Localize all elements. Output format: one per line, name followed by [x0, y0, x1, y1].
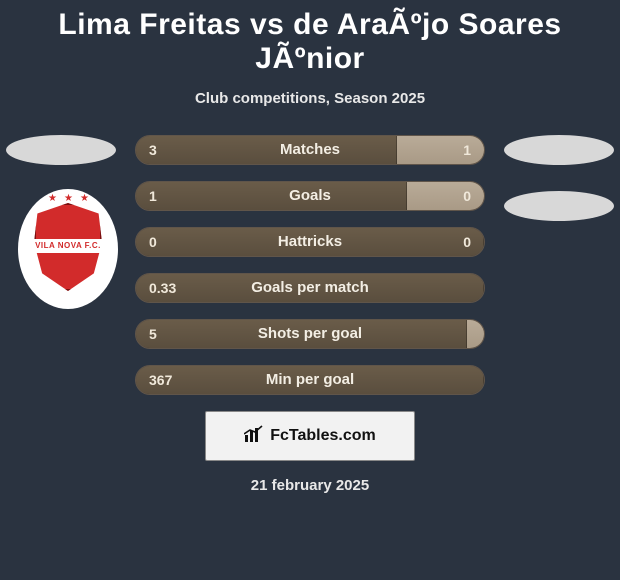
stat-value-right: 1 — [449, 135, 485, 165]
stat-bar — [135, 365, 485, 395]
stats-list: 31Matches10Goals00Hattricks0.33Goals per… — [135, 135, 485, 395]
stat-bar-left — [136, 366, 484, 394]
stat-bar-left — [136, 136, 397, 164]
source-badge[interactable]: FcTables.com — [205, 411, 415, 461]
stat-value-right: 0 — [449, 181, 485, 211]
stat-bar — [135, 181, 485, 211]
stat-row: 0.33Goals per match — [135, 273, 485, 303]
stat-value-left: 3 — [135, 135, 171, 165]
player-photo-right-placeholder — [504, 135, 614, 165]
stat-value-left: 367 — [135, 365, 186, 395]
footer-date: 21 february 2025 — [0, 477, 620, 494]
stat-row: 10Goals — [135, 181, 485, 211]
stat-row: 00Hattricks — [135, 227, 485, 257]
stat-value-left: 0.33 — [135, 273, 190, 303]
comparison-panel: ★ ★ ★ VILA NOVA F.C. 31Matches10Goals00H… — [0, 135, 620, 395]
stat-bar-left — [136, 228, 484, 256]
stat-bar-left — [136, 320, 467, 348]
chart-icon — [244, 425, 264, 448]
source-badge-label: FcTables.com — [270, 427, 376, 445]
stat-bar-right — [467, 320, 484, 348]
stat-row: 31Matches — [135, 135, 485, 165]
stat-value-left: 5 — [135, 319, 171, 349]
page-subtitle: Club competitions, Season 2025 — [0, 90, 620, 107]
player-photo-left-placeholder — [6, 135, 116, 165]
club-badge-left: ★ ★ ★ VILA NOVA F.C. — [18, 189, 120, 311]
stat-row: 367Min per goal — [135, 365, 485, 395]
stat-bar-left — [136, 182, 407, 210]
stat-bar — [135, 135, 485, 165]
page-title: Lima Freitas vs de AraÃºjo Soares JÃºnio… — [0, 0, 620, 76]
stat-value-left: 1 — [135, 181, 171, 211]
club-badge-text: VILA NOVA F.C. — [34, 239, 102, 253]
stat-value-right: 0 — [449, 227, 485, 257]
stat-bar — [135, 227, 485, 257]
stat-row: 5Shots per goal — [135, 319, 485, 349]
club-logo-right-placeholder — [504, 191, 614, 221]
stat-bar — [135, 319, 485, 349]
stat-value-left: 0 — [135, 227, 171, 257]
